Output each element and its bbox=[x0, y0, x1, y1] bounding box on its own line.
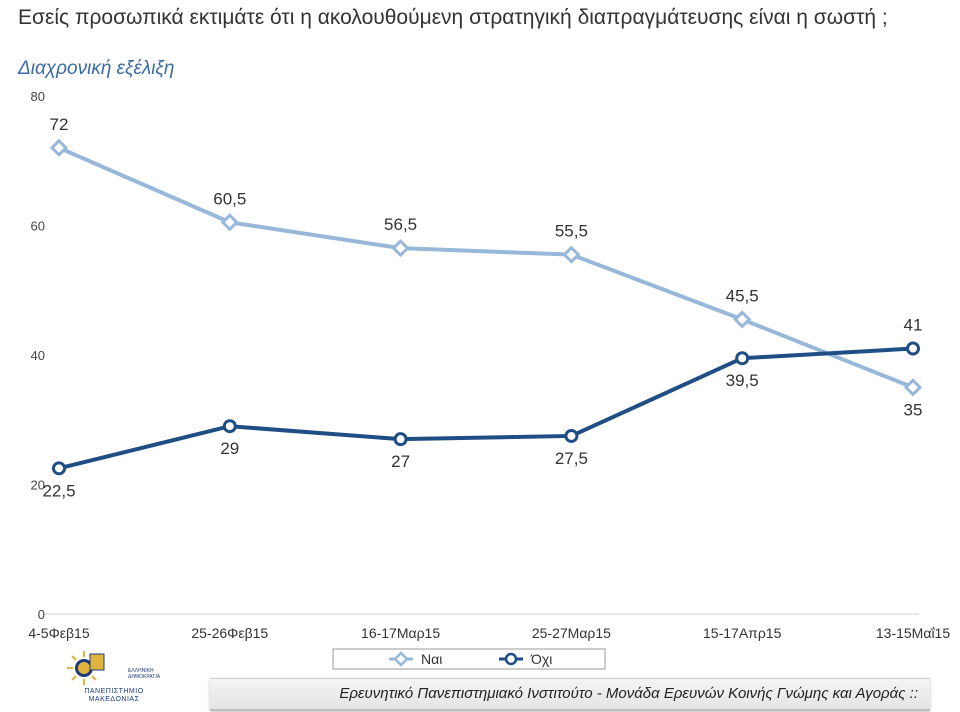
y-tick-label: 80 bbox=[31, 89, 45, 104]
y-tick-label: 20 bbox=[31, 478, 45, 493]
data-label: 35 bbox=[904, 400, 923, 419]
data-label: 45,5 bbox=[726, 286, 759, 305]
chart-title: Εσείς προσωπικά εκτιμάτε ότι η ακολουθού… bbox=[18, 6, 888, 29]
logo-caption-line2: ΜΑΚΕΔΟΝΙΑΣ bbox=[88, 696, 140, 703]
x-tick-label: 13-15Μαΐ15 bbox=[876, 625, 950, 641]
logo-caption: ΠΑΝΕΠΙΣΤΗΜΙΟ ΜΑΚΕΔΟΝΙΑΣ bbox=[54, 688, 174, 704]
data-point-diamond bbox=[49, 138, 69, 157]
data-label: 41 bbox=[904, 316, 923, 335]
footer-bar: Ερευνητικό Πανεπιστημιακό Ινστιτούτο - Μ… bbox=[210, 678, 930, 711]
footer-text: Ερευνητικό Πανεπιστημιακό Ινστιτούτο - Μ… bbox=[339, 685, 918, 702]
logo-side-text: ΕΛΛΗΝΙΚΗ ΔΗΜΟΚΡΑΤΙΑ bbox=[128, 668, 161, 680]
sun-emblem-icon bbox=[67, 651, 105, 685]
series-line-1 bbox=[58, 145, 914, 390]
data-label: 55,5 bbox=[555, 222, 588, 241]
legend-box bbox=[332, 648, 606, 670]
data-point-circle bbox=[222, 419, 237, 434]
data-point-diamond bbox=[391, 239, 410, 258]
data-label: 72 bbox=[50, 115, 69, 134]
data-label: 60,5 bbox=[213, 189, 246, 208]
legend-label: Ναι bbox=[421, 651, 442, 667]
data-label: 56,5 bbox=[384, 215, 417, 234]
y-tick-label: 60 bbox=[31, 219, 45, 234]
y-tick-label: 40 bbox=[31, 348, 45, 363]
data-point-circle bbox=[52, 461, 66, 476]
data-label: 27 bbox=[391, 452, 410, 471]
series-line-2 bbox=[58, 346, 914, 471]
data-label: 27,5 bbox=[555, 449, 588, 468]
logo-caption-line1: ΠΑΝΕΠΙΣΤΗΜΙΟ bbox=[84, 688, 144, 695]
data-point-circle bbox=[735, 351, 750, 366]
x-tick-label: 25-27Μαρ15 bbox=[532, 625, 611, 641]
data-point-diamond bbox=[733, 310, 752, 329]
chart-subtitle: Διαχρονική εξέλιξη bbox=[18, 58, 175, 79]
x-tick-label: 25-26Φεβ15 bbox=[191, 625, 268, 641]
data-point-circle bbox=[393, 432, 408, 447]
data-label: 22,5 bbox=[42, 481, 75, 500]
legend-label: Όχι bbox=[530, 651, 552, 667]
data-point-circle bbox=[564, 428, 579, 443]
data-point-circle bbox=[906, 341, 920, 356]
x-tick-label: 4-5Φεβ15 bbox=[28, 625, 89, 641]
data-label: 39,5 bbox=[726, 371, 759, 390]
data-point-diamond bbox=[562, 245, 581, 264]
data-point-diamond bbox=[903, 378, 923, 397]
data-point-diamond bbox=[220, 213, 239, 232]
x-tick-label: 15-17Απρ15 bbox=[703, 625, 782, 641]
legend-marker-circle bbox=[504, 652, 518, 666]
y-tick-label: 0 bbox=[38, 607, 45, 622]
university-logo: ΕΛΛΗΝΙΚΗ ΔΗΜΟΚΡΑΤΙΑ ΠΑΝΕΠΙΣΤΗΜΙΟ ΜΑΚΕΔΟΝ… bbox=[54, 648, 174, 710]
data-label: 29 bbox=[220, 439, 239, 458]
legend-marker-diamond bbox=[393, 651, 409, 667]
x-tick-label: 16-17Μαρ15 bbox=[361, 625, 440, 641]
